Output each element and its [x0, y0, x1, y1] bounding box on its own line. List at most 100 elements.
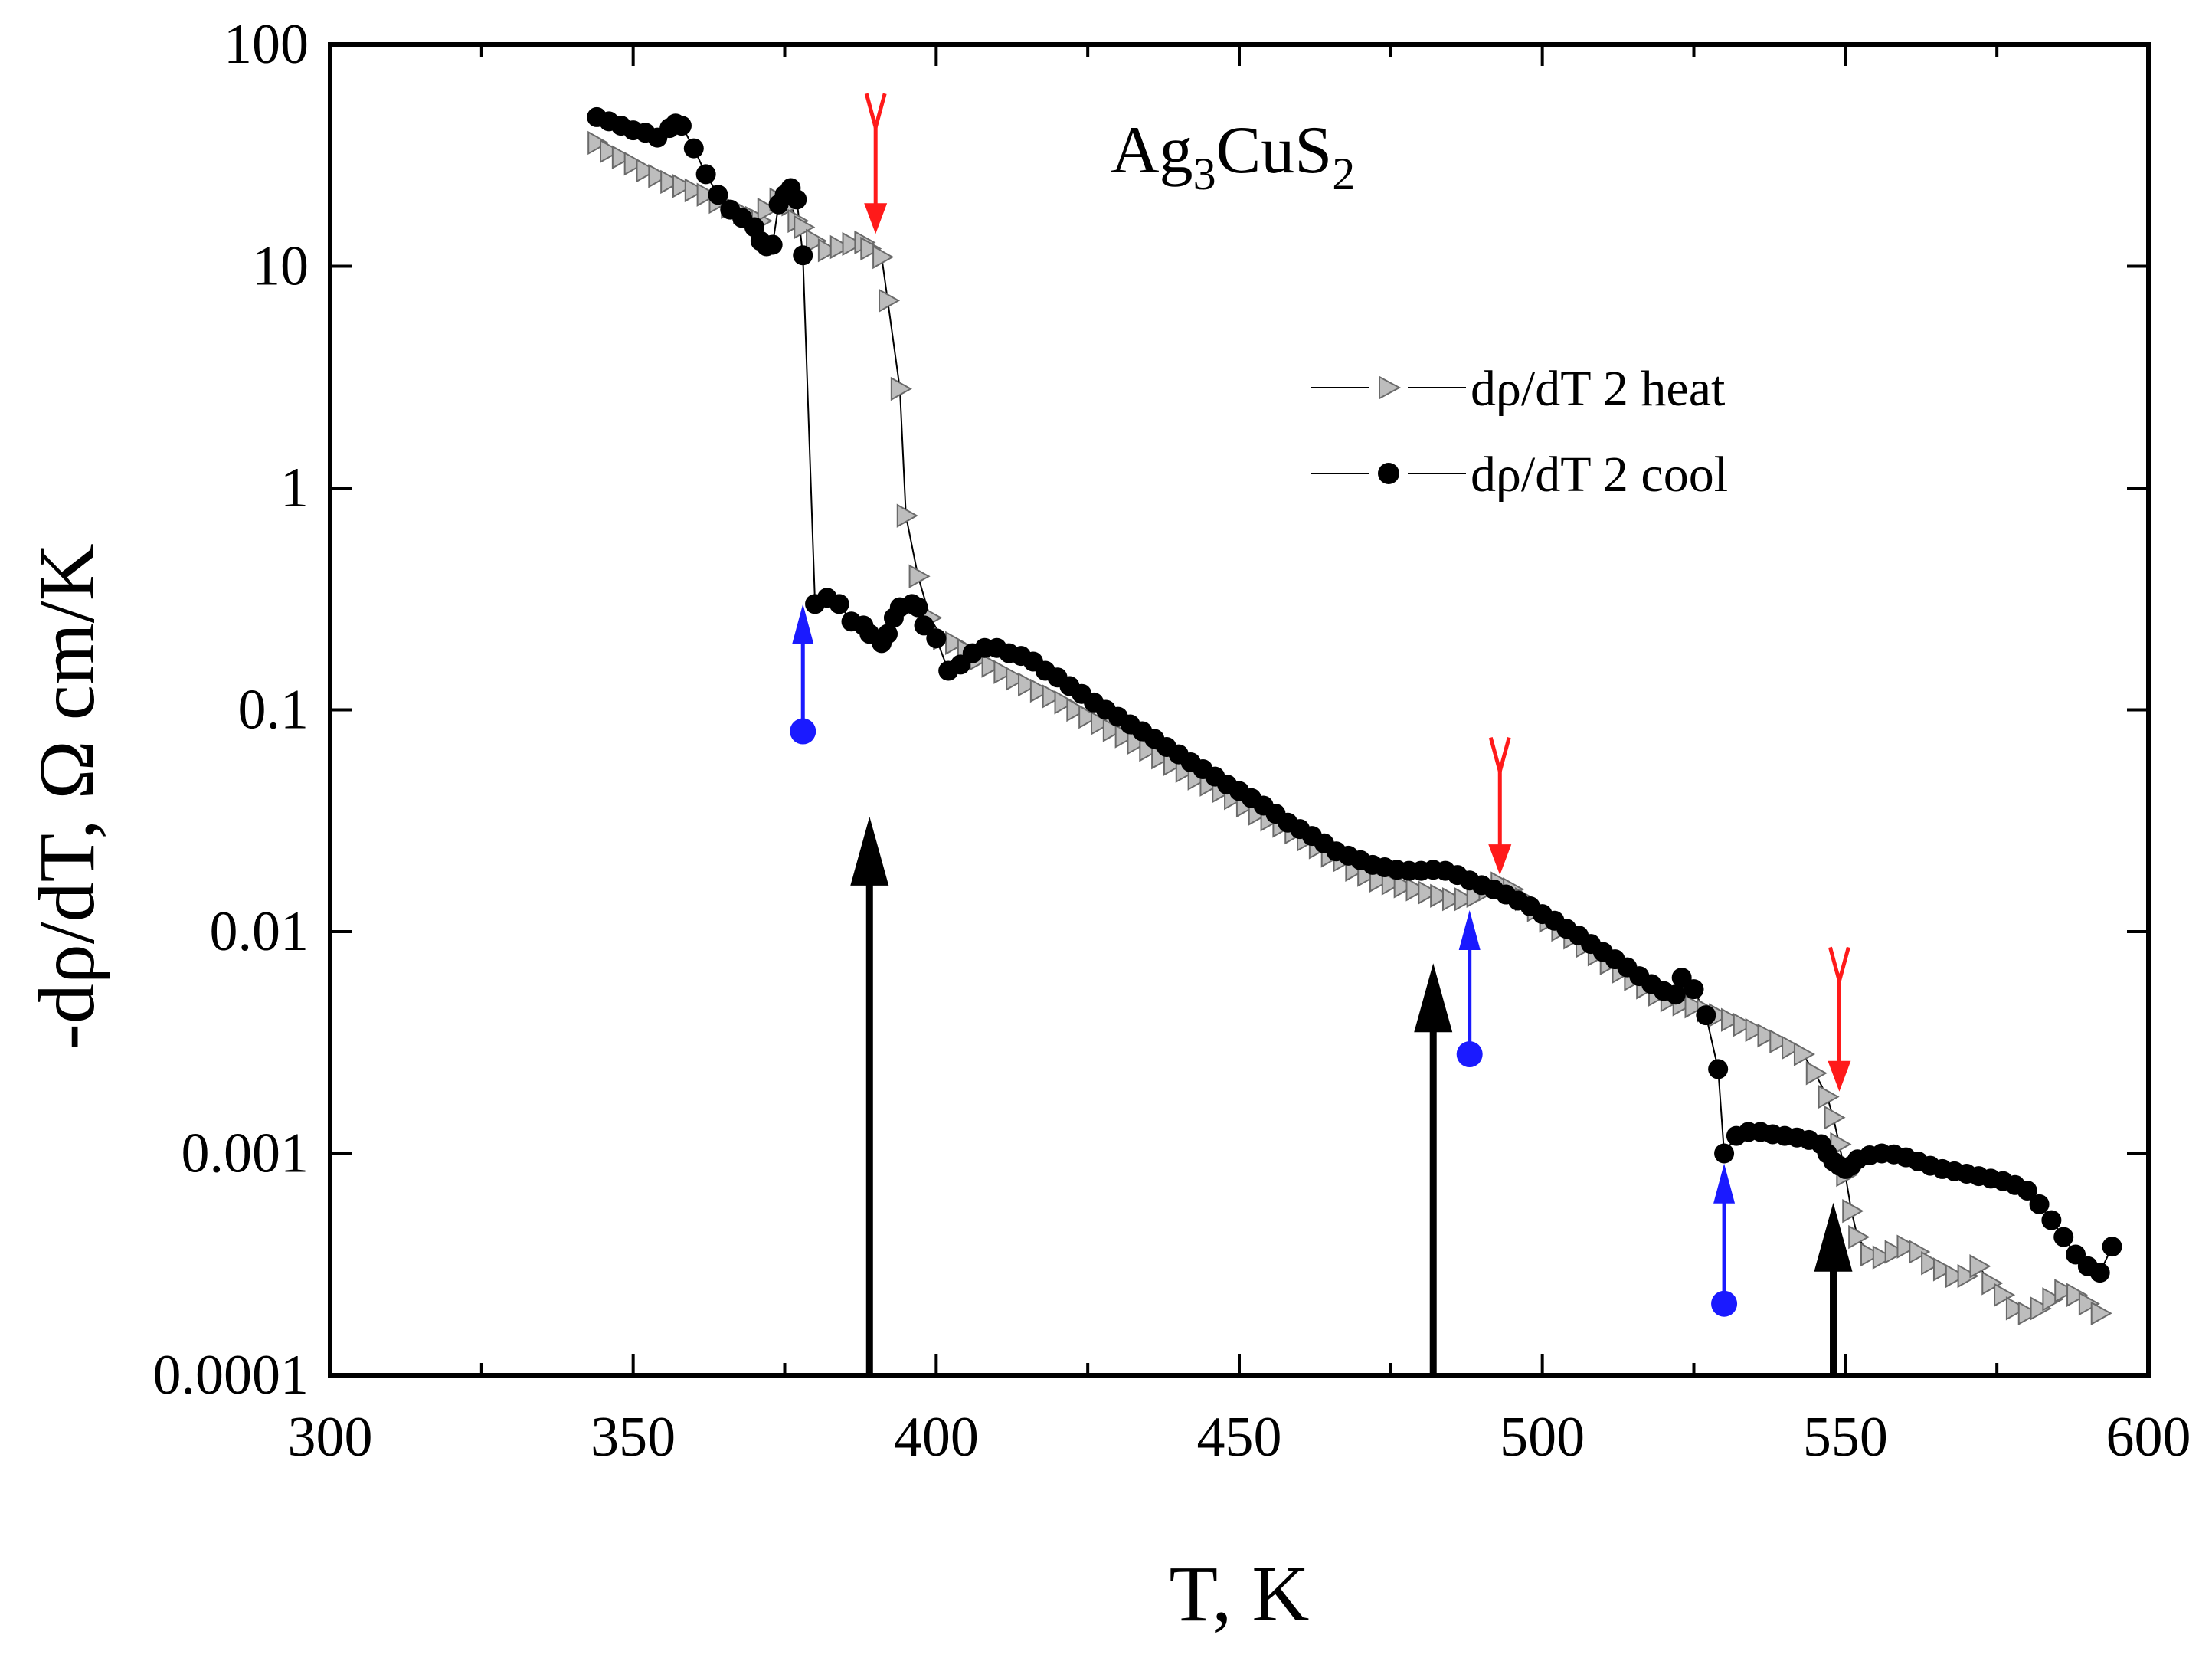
data-point-heat [842, 231, 864, 257]
red-arrow-tail [864, 93, 887, 135]
y-tick-label: 0.001 [182, 1122, 309, 1185]
data-point-cool [787, 189, 807, 210]
black-transition-arrow [1414, 963, 1453, 1375]
data-point-heat [1793, 1042, 1815, 1066]
data-point-heat [879, 288, 901, 313]
data-point-heat [623, 151, 646, 176]
formula-sub-2: 2 [1332, 149, 1355, 199]
data-point-heat [1042, 684, 1064, 709]
data-point-heat [1945, 1263, 1967, 1289]
data-point-heat [1818, 1084, 1840, 1109]
data-point-heat [1078, 704, 1101, 729]
data-point-heat [2066, 1283, 2089, 1307]
data-point-heat [1430, 883, 1452, 908]
data-point-heat [1848, 1224, 1870, 1250]
data-point-heat [672, 174, 695, 198]
data-point-heat [1720, 1007, 1743, 1032]
data-point-heat [636, 158, 658, 183]
data-point-heat [696, 182, 718, 207]
data-point-cool [793, 245, 813, 266]
formula-base: Ag [1111, 113, 1193, 188]
x-tick-label: 300 [288, 1406, 373, 1469]
legend: dρ/dT 2 heat dρ/dT 2 cool [1311, 361, 1728, 503]
blue-arrow-head [1713, 1163, 1736, 1204]
data-point-heat [1782, 1035, 1804, 1060]
data-point-heat [2030, 1296, 2052, 1321]
red-arrow-head [864, 203, 888, 234]
data-point-heat [1805, 1061, 1828, 1086]
y-tick-label: 0.0001 [153, 1344, 309, 1407]
tick-layer [329, 43, 2150, 1377]
data-point-heat [945, 631, 967, 656]
data-point-heat [2042, 1287, 2064, 1312]
y-tick-label: 10 [252, 235, 309, 298]
legend-label-cool: dρ/dT 2 cool [1471, 447, 1728, 503]
data-point-cool [908, 597, 928, 618]
y-tick-label: 0.1 [238, 679, 309, 742]
x-tick-label: 450 [1197, 1406, 1282, 1469]
data-point-heat [1393, 874, 1415, 899]
arrow-layer [790, 93, 1853, 1375]
data-point-heat [908, 564, 931, 588]
data-point-heat [1018, 672, 1040, 697]
x-tick-label: 600 [2106, 1406, 2191, 1469]
data-point-heat [981, 654, 1003, 678]
data-point-heat [1066, 697, 1088, 722]
data-point-heat [1454, 886, 1476, 912]
data-point-heat [1860, 1242, 1883, 1267]
data-point-heat [1957, 1263, 1979, 1289]
data-point-heat [1896, 1234, 1919, 1259]
x-tick-label: 350 [591, 1406, 676, 1469]
series-line-heat [596, 142, 2101, 1315]
data-point-heat [860, 236, 882, 261]
blue-arrow-head [792, 604, 814, 644]
data-point-heat [794, 215, 816, 240]
data-point-heat [648, 164, 670, 188]
black-arrow-head [1814, 1202, 1853, 1272]
data-point-heat [1418, 880, 1440, 905]
data-point-heat [830, 234, 852, 260]
data-point-heat [1824, 1106, 1846, 1130]
plot-frame [328, 42, 2151, 1378]
data-point-heat [1842, 1198, 1864, 1224]
y-tick-label: 0.01 [210, 900, 309, 963]
black-arrow-head [1414, 963, 1453, 1033]
data-point-cool [2053, 1227, 2074, 1247]
data-point-heat [1745, 1017, 1767, 1043]
data-point-cool [829, 594, 849, 614]
data-point-heat [2017, 1301, 2040, 1326]
data-point-heat [896, 503, 918, 528]
data-point-heat [600, 139, 622, 164]
data-point-heat [806, 228, 828, 254]
data-point-heat [757, 197, 779, 222]
data-point-heat [1909, 1240, 1931, 1264]
data-point-heat [587, 130, 610, 156]
data-point-heat [817, 238, 839, 263]
formula-mid: CuS [1216, 113, 1333, 188]
data-point-heat [684, 178, 706, 203]
data-point-cool [1708, 1059, 1729, 1079]
data-point-heat [611, 145, 633, 169]
black-transition-arrow [850, 816, 889, 1375]
data-point-heat [2090, 1301, 2112, 1326]
data-point-heat [1981, 1271, 2004, 1296]
blue-transition-arrow [1711, 1163, 1738, 1317]
red-arrow-head [1488, 844, 1512, 876]
black-arrow-head [850, 816, 889, 886]
y-tick-label: 100 [224, 13, 309, 76]
data-point-cool [708, 185, 728, 205]
data-point-cool [914, 615, 934, 636]
data-point-cool [926, 628, 947, 649]
data-point-heat [1757, 1023, 1779, 1048]
red-transition-arrow [1488, 737, 1512, 876]
red-arrow-tail [1488, 737, 1511, 779]
marker-layer [587, 106, 2122, 1326]
black-transition-arrow [1814, 1202, 1853, 1375]
data-point-heat [1769, 1029, 1792, 1053]
data-point-heat [1006, 667, 1028, 691]
data-point-heat [1684, 994, 1706, 1019]
data-point-heat [872, 244, 895, 270]
formula-sub-1: 3 [1193, 149, 1216, 199]
data-point-cool [2041, 1210, 2062, 1230]
